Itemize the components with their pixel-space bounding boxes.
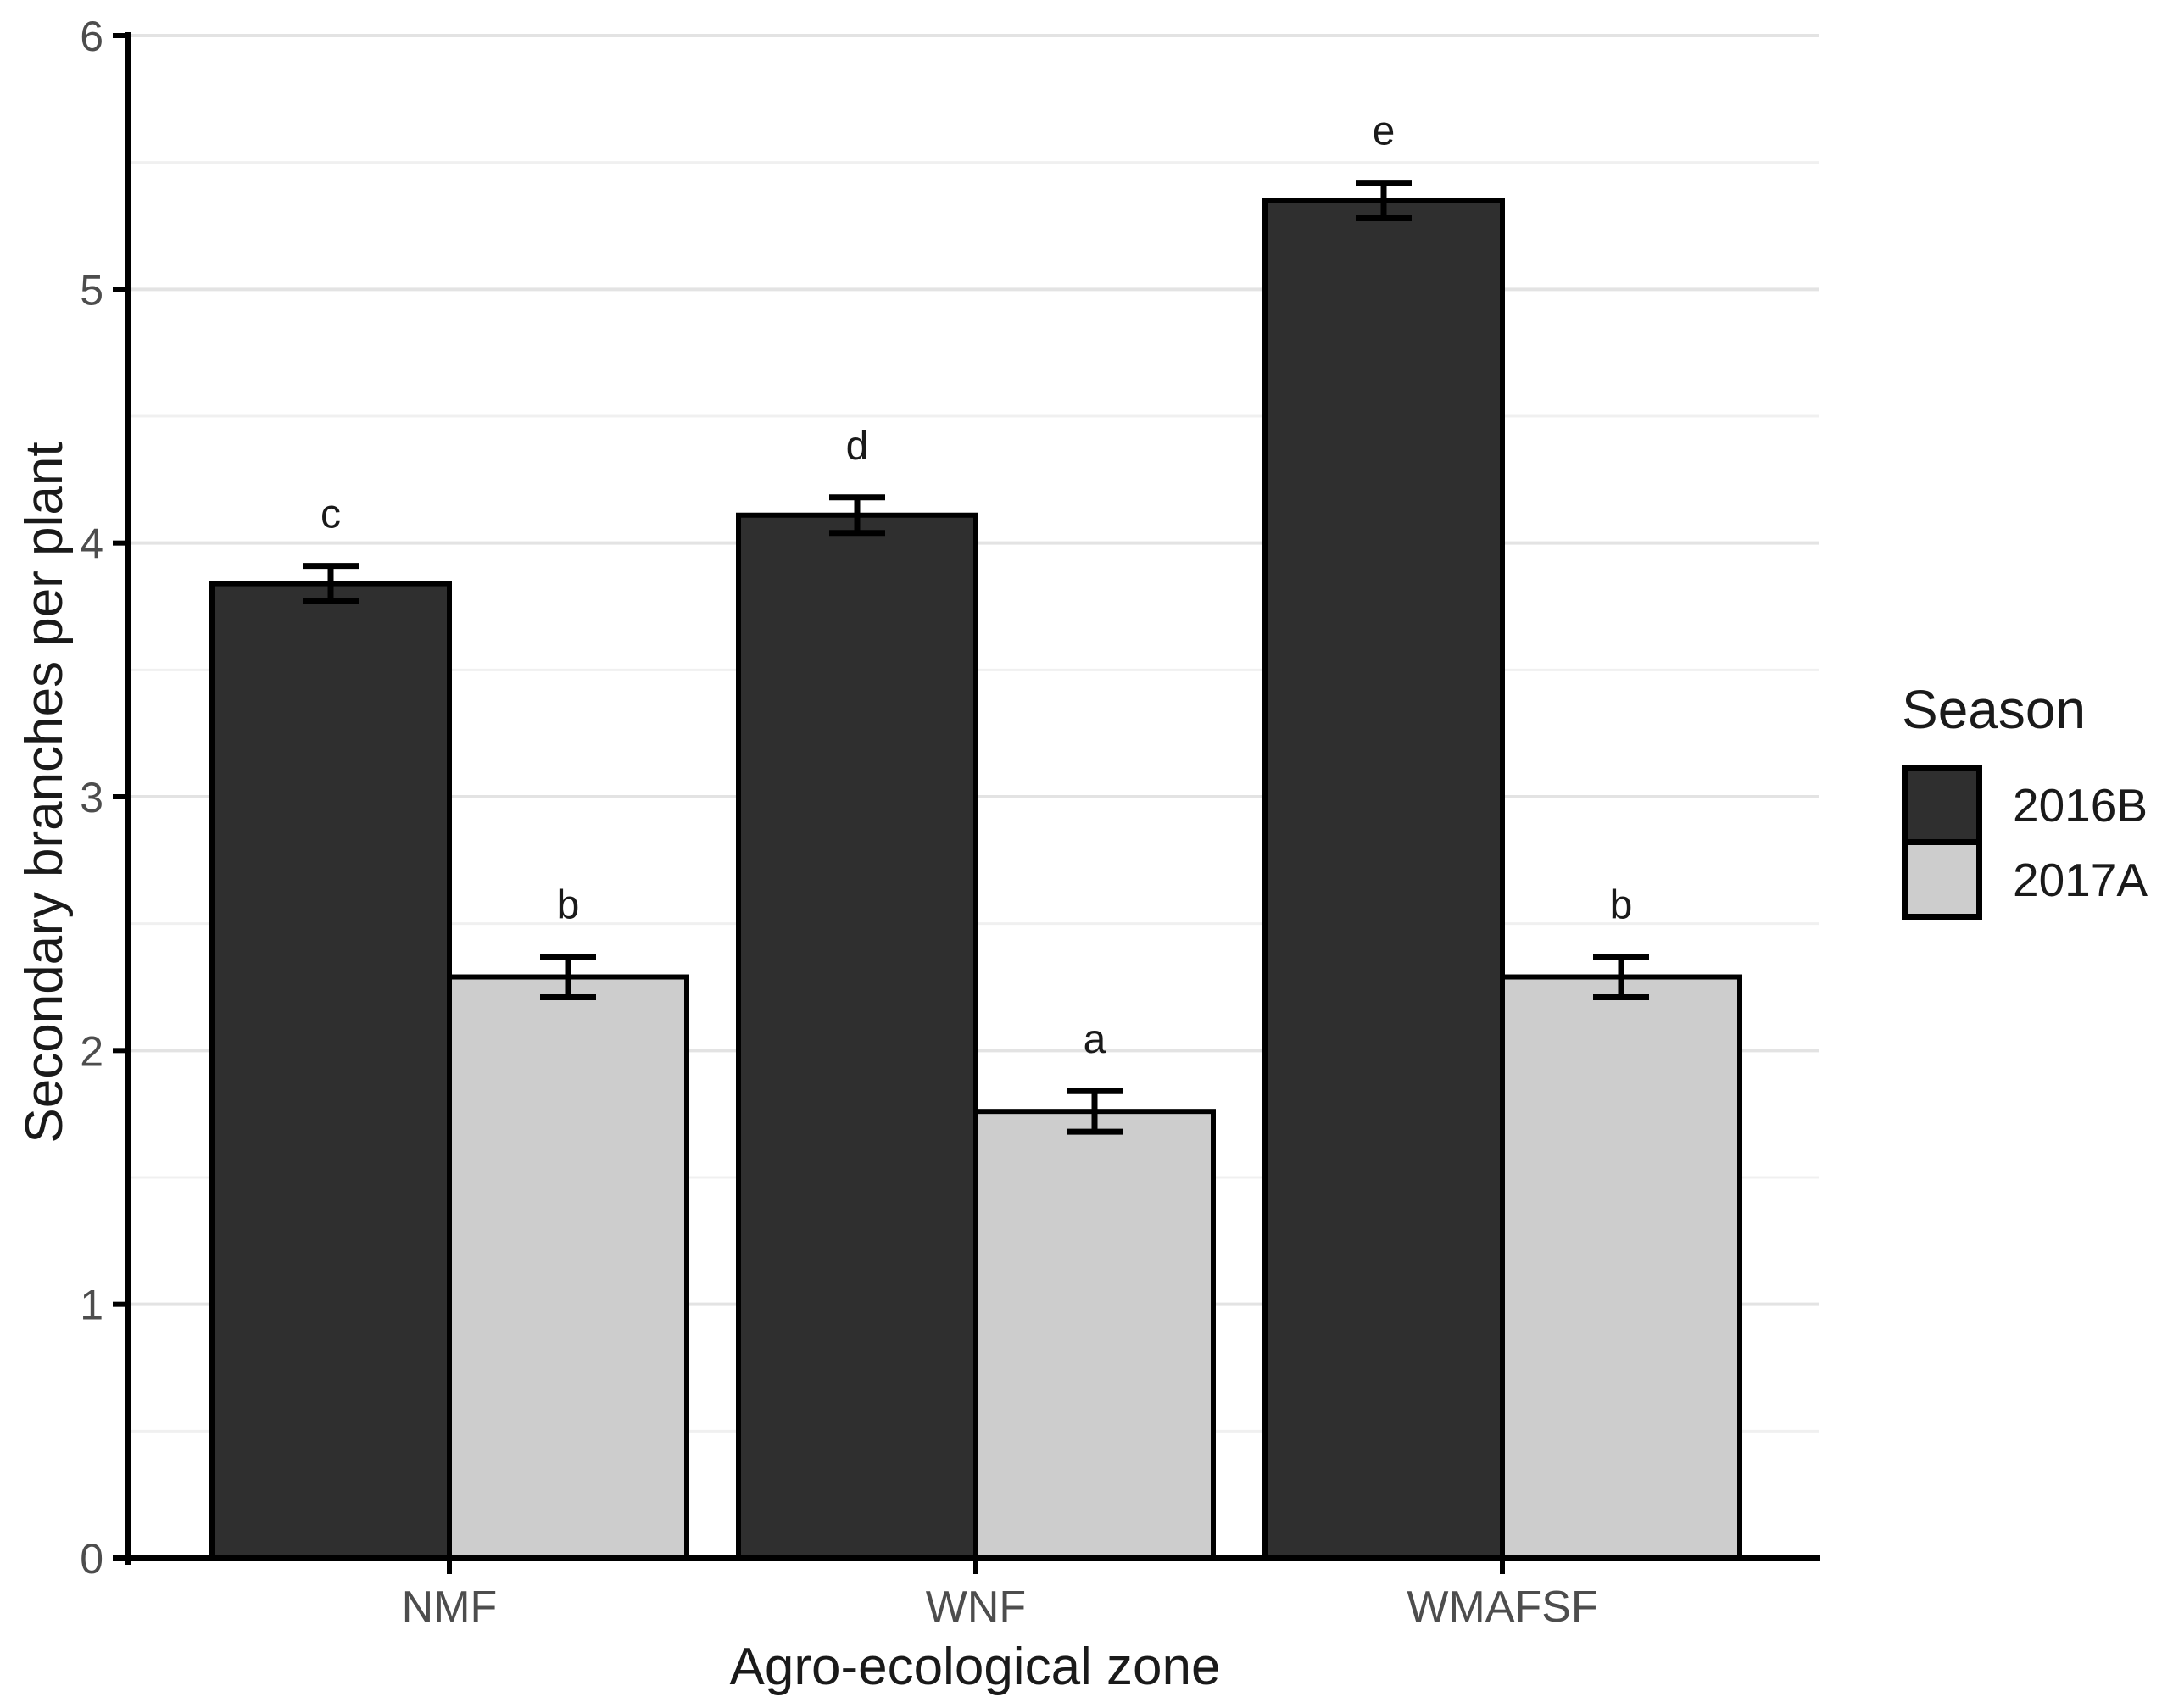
legend: Season 2016B 2017A bbox=[1902, 678, 2148, 920]
bar-2017A-WMAFSF bbox=[1500, 974, 1742, 1561]
significance-letter: e bbox=[1373, 109, 1396, 154]
significance-letter: d bbox=[846, 424, 869, 469]
x-tick bbox=[1500, 1561, 1505, 1574]
legend-title: Season bbox=[1902, 679, 2087, 740]
y-tick-label: 5 bbox=[80, 266, 103, 314]
legend-swatch-2016B bbox=[1902, 765, 1982, 845]
legend-item-2016B: 2016B bbox=[1902, 765, 2148, 845]
y-tick bbox=[113, 1555, 125, 1561]
bar-2017A-NMF bbox=[447, 974, 689, 1561]
y-tick bbox=[113, 794, 125, 799]
legend-keys: 2016B 2017A bbox=[1902, 765, 2148, 920]
y-tick bbox=[113, 287, 125, 292]
y-tick-label: 1 bbox=[80, 1282, 103, 1329]
x-tick-label: WNF bbox=[926, 1583, 1026, 1632]
y-axis-line bbox=[125, 32, 131, 1565]
legend-swatch-2017A bbox=[1902, 839, 1982, 920]
x-axis-title: Agro-ecological zone bbox=[729, 1638, 1221, 1696]
y-tick-label: 6 bbox=[80, 13, 103, 60]
bar-2017A-WNF bbox=[973, 1109, 1216, 1561]
y-tick bbox=[113, 33, 125, 38]
significance-letter: a bbox=[1084, 1017, 1106, 1062]
x-axis-line bbox=[125, 1555, 1820, 1561]
significance-letter: b bbox=[557, 883, 580, 928]
x-tick bbox=[973, 1561, 978, 1574]
bar-2016B-NMF bbox=[209, 581, 452, 1561]
y-tick-label: 2 bbox=[80, 1027, 103, 1075]
y-tick-label: 3 bbox=[80, 774, 103, 821]
y-tick bbox=[113, 1048, 125, 1054]
y-tick bbox=[113, 1301, 125, 1307]
bar-2016B-WNF bbox=[736, 512, 978, 1561]
x-tick-label: NMF bbox=[402, 1583, 498, 1632]
y-axis-title: Secondary branches per plant bbox=[15, 442, 74, 1143]
y-tick bbox=[113, 540, 125, 546]
bar-2016B-WMAFSF bbox=[1262, 198, 1505, 1561]
y-tick-label: 0 bbox=[80, 1535, 103, 1583]
x-tick-label: WMAFSF bbox=[1407, 1583, 1597, 1632]
significance-letter: c bbox=[320, 492, 341, 537]
y-tick-label: 4 bbox=[80, 520, 103, 568]
x-tick bbox=[447, 1561, 452, 1574]
significance-letter: b bbox=[1610, 883, 1633, 928]
legend-label-2016B: 2016B bbox=[2013, 778, 2148, 832]
legend-item-2017A: 2017A bbox=[1902, 839, 2148, 920]
legend-label-2017A: 2017A bbox=[2013, 853, 2148, 906]
